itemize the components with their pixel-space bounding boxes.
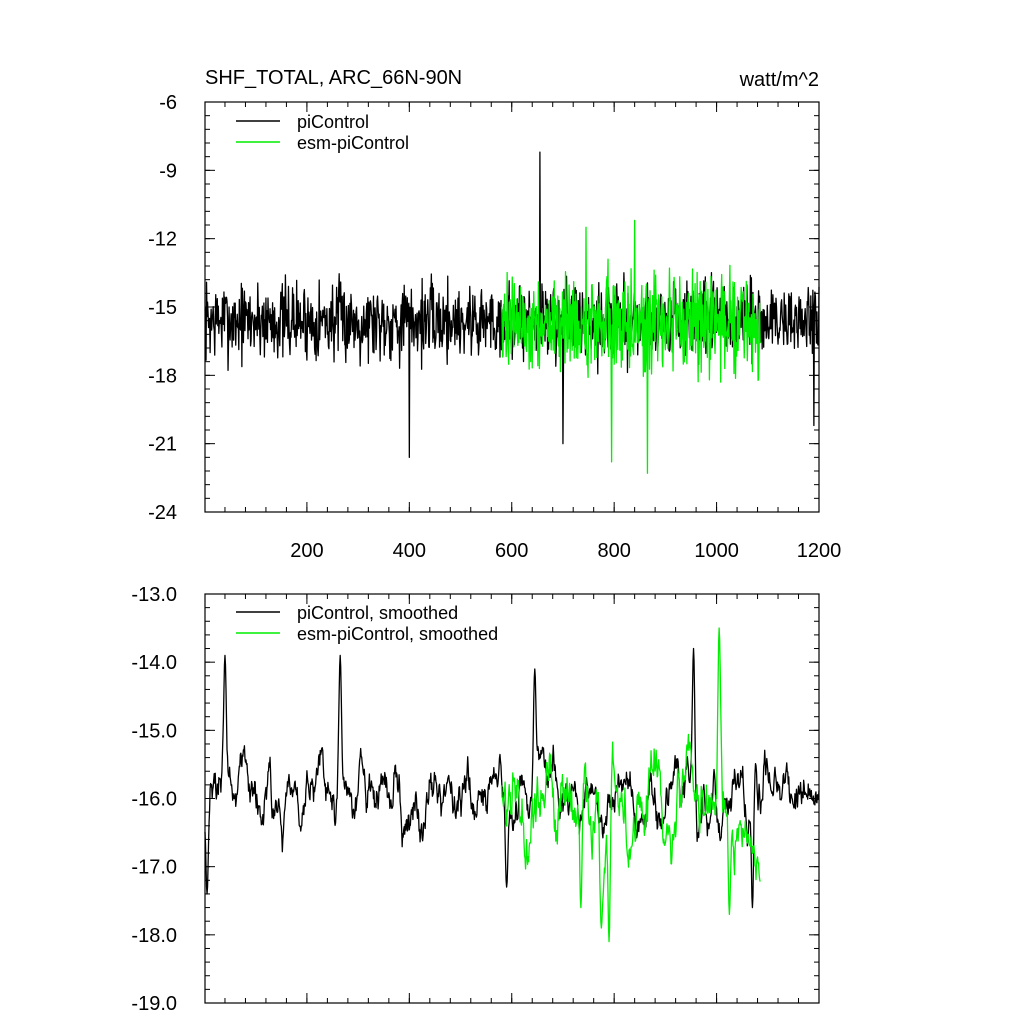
bottom-y-tick-label: -18.0 xyxy=(131,925,177,947)
bottom-series-group xyxy=(204,627,820,943)
top-x-tick-label: 800 xyxy=(597,540,630,562)
bottom-y-tick-label: -19.0 xyxy=(131,993,177,1015)
top-chart-title: SHF_TOTAL, ARC_66N-90N xyxy=(205,67,462,89)
top-y-tick-label: -15 xyxy=(148,297,177,319)
top-series-line-esm-picontrol xyxy=(500,219,761,474)
top-ticks-group: -6 -9 -12 -15 -18 -21 -24 200 400 600 800 1000 1200 xyxy=(148,92,841,562)
top-y-tick-label: -21 xyxy=(148,434,177,456)
top-y-tick-label: -9 xyxy=(159,160,177,182)
top-legend-label-picontrol: piControl xyxy=(297,112,369,132)
bottom-legend: piControl, smoothed esm-piControl, smoot… xyxy=(236,603,498,644)
bottom-y-tick-label: -16.0 xyxy=(131,789,177,811)
top-y-tick-label: -12 xyxy=(148,229,177,251)
top-series-group xyxy=(204,151,820,474)
bottom-ticks-group: -13.0 -14.0 -15.0 -16.0 -17.0 -18.0 -19.0 xyxy=(131,584,820,1015)
top-x-tick-label: 1000 xyxy=(694,540,739,562)
top-y-tick-label: -24 xyxy=(148,502,177,524)
bottom-y-tick-label: -13.0 xyxy=(131,584,177,606)
bottom-y-tick-label: -15.0 xyxy=(131,720,177,742)
top-legend: piControl esm-piControl xyxy=(236,112,409,153)
bottom-series-line-esm-picontrol xyxy=(500,627,761,943)
top-legend-label-esm-picontrol: esm-piControl xyxy=(297,133,409,153)
top-x-tick-label: 1200 xyxy=(797,540,842,562)
bottom-y-tick-label: -17.0 xyxy=(131,857,177,879)
bottom-y-tick-label: -14.0 xyxy=(131,652,177,674)
bottom-legend-label-picontrol: piControl, smoothed xyxy=(297,603,458,623)
bottom-series-line-picontrol xyxy=(204,647,820,909)
top-chart-units: watt/m^2 xyxy=(739,69,819,91)
bottom-legend-label-esm-picontrol: esm-piControl, smoothed xyxy=(297,624,498,644)
top-y-tick-label: -6 xyxy=(159,92,177,114)
bottom-panel: -13.0 -14.0 -15.0 -16.0 -17.0 -18.0 -19.0 piCo… xyxy=(131,584,820,1015)
top-x-tick-label: 200 xyxy=(290,540,323,562)
top-x-tick-label: 600 xyxy=(495,540,528,562)
top-x-tick-label: 400 xyxy=(393,540,426,562)
top-y-tick-label: -18 xyxy=(148,365,177,387)
